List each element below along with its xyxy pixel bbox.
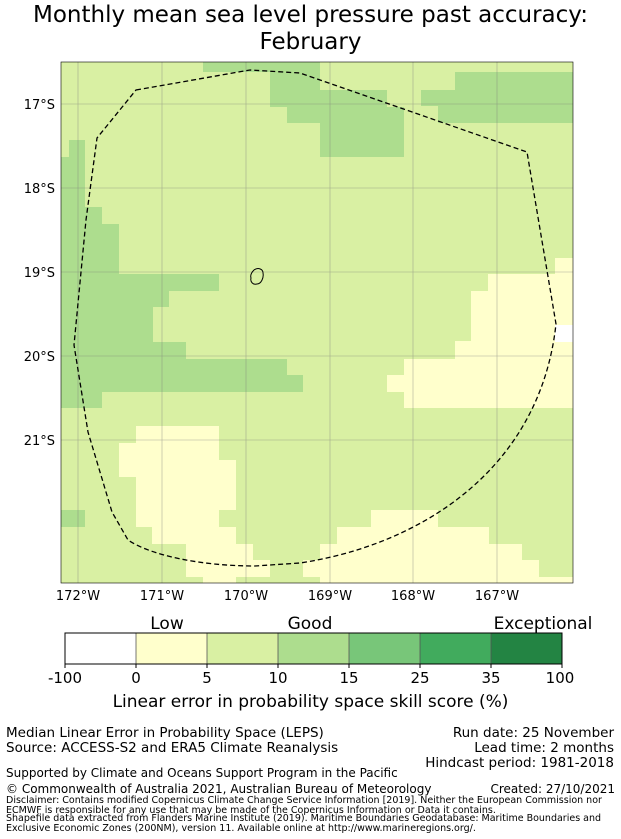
lon-label: 170°W [224,589,268,604]
colorbar-bin-5 [420,633,491,664]
source-text: Source: ACCESS-S2 and ERA5 Climate Reana… [6,740,339,756]
colorbar-tick: 25 [410,669,429,687]
colorbar-tick: 15 [339,669,358,687]
run-date: Run date: 25 November [452,725,614,741]
support-text: Supported by Climate and Oceans Support … [6,766,398,780]
good-skill-regions [61,62,573,527]
lat-label: 18°S [24,182,55,197]
disclaimer-line: Exclusive Economic Zones (200NM), versio… [6,823,476,834]
colorbar-tick: 5 [202,669,212,687]
colorbar-bin-0 [65,633,136,664]
lat-label: 21°S [24,434,55,449]
longitude-axis: 172°W 171°W 170°W 169°W 168°W 167°W [56,589,519,604]
skill-map[interactable] [60,61,574,584]
colorbar-tick: 10 [268,669,287,687]
title-line-1: Monthly mean sea level pressure past acc… [33,2,588,28]
lon-label: 168°W [391,589,435,604]
lead-time: Lead time: 2 months [474,740,614,756]
colorbar-frame [64,632,563,665]
created-date: Created: 27/10/2021 [490,782,615,796]
lat-label: 20°S [24,350,55,365]
colorbar-bin-2 [207,633,278,664]
colorbar-label-exceptional: Exceptional [494,614,593,634]
gridlines [61,62,573,583]
colorbar-bin-3 [278,633,349,664]
lon-label: 167°W [475,589,519,604]
disclaimer-line: Disclaimer: Contains modified Copernicus… [6,795,602,806]
colorbar: Low Good Exceptional -100 [48,614,592,687]
colorbar-bin-1 [136,633,207,664]
island-outline [250,268,264,285]
copyright-text: © Commonwealth of Australia 2021, Austra… [6,782,432,796]
latitude-axis: 17°S 18°S 19°S 20°S 21°S [24,98,55,449]
hindcast-period: Hindcast period: 1981-2018 [425,755,614,771]
lat-label: 19°S [24,266,55,281]
disclaimer-line: ECMWF is responsible for any use that ma… [6,805,496,816]
colorbar-bin-6 [491,633,562,664]
eez-boundary [73,69,557,567]
lon-label: 171°W [140,589,184,604]
colorbar-tick: 0 [131,669,141,687]
colorbar-title: Linear error in probability space skill … [112,692,509,712]
lat-label: 17°S [24,98,55,113]
low-skill-regions [119,258,573,583]
method-text: Median Linear Error in Probability Space… [6,725,324,741]
colorbar-tick: -100 [48,669,82,687]
no-skill-regions [555,325,573,342]
colorbar-tick: 35 [481,669,500,687]
map-frame [60,61,574,584]
chart-title: Monthly mean sea level pressure past acc… [0,2,621,56]
colorbar-bin-4 [349,633,420,664]
colorbar-label-low: Low [150,614,184,634]
title-line-2: February [259,29,362,55]
colorbar-label-good: Good [288,614,333,634]
lon-label: 169°W [308,589,352,604]
disclaimer-line: Shapefile data extracted from Flanders M… [6,813,602,824]
lon-label: 172°W [56,589,100,604]
colorbar-tick: 100 [546,669,575,687]
